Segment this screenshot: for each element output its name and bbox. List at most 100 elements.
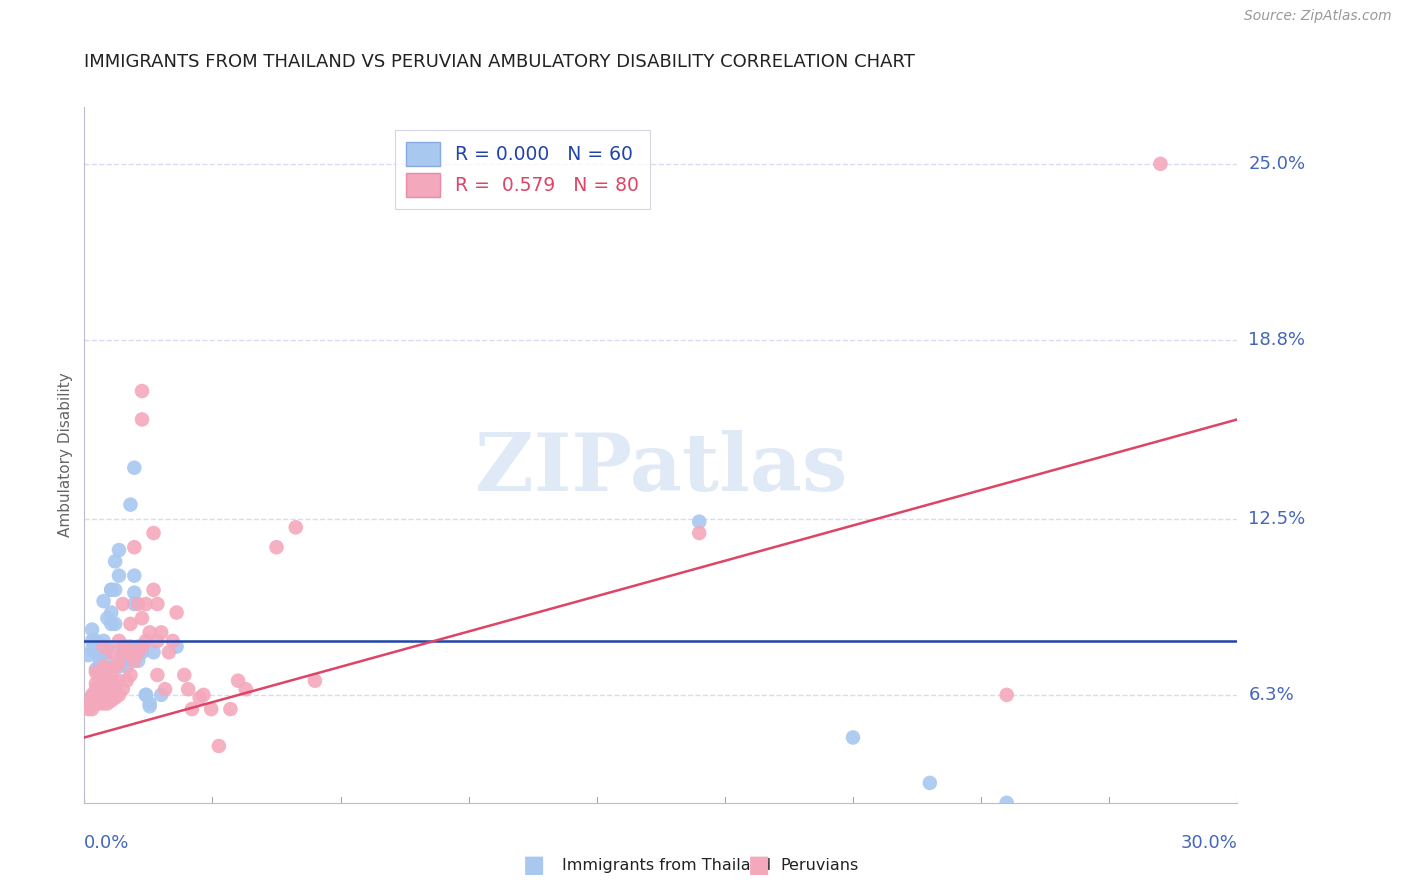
Point (84, 676, 107, 690)
Point (120, 645, 142, 659)
Text: 6.3%: 6.3% (1249, 686, 1294, 704)
Point (153, 682, 176, 697)
Text: 0.0%: 0.0% (84, 834, 129, 852)
Text: 18.8%: 18.8% (1249, 331, 1305, 349)
Point (96, 640, 118, 654)
Point (138, 625, 160, 640)
Point (108, 657, 131, 671)
Point (124, 540, 146, 554)
Point (93, 679, 115, 693)
Point (142, 582, 165, 597)
Point (208, 739, 231, 753)
Point (135, 634, 157, 648)
Point (108, 568, 131, 582)
Point (104, 659, 127, 673)
Point (111, 651, 134, 665)
Text: Source: ZipAtlas.com: Source: ZipAtlas.com (1244, 9, 1392, 23)
Point (89, 668, 111, 682)
Point (80, 634, 103, 648)
Text: Immigrants from Thailand: Immigrants from Thailand (562, 858, 772, 872)
Point (84, 645, 107, 659)
Point (127, 645, 149, 659)
Point (120, 640, 142, 654)
Point (89, 682, 111, 697)
Point (96, 654, 118, 668)
Point (127, 654, 149, 668)
Text: 12.5%: 12.5% (1249, 510, 1306, 528)
Point (104, 679, 127, 693)
Point (100, 582, 122, 597)
Point (219, 702, 242, 716)
Point (1149, 157, 1171, 171)
Point (135, 688, 157, 702)
Point (284, 520, 307, 534)
Point (235, 682, 257, 697)
Point (104, 554, 127, 568)
Point (93, 640, 115, 654)
Point (108, 543, 131, 558)
Point (120, 651, 142, 665)
Point (96, 697, 118, 711)
Point (138, 697, 160, 711)
Point (135, 688, 157, 702)
Point (688, 515, 710, 529)
Point (111, 682, 134, 697)
Point (84, 682, 107, 697)
Point (89, 673, 111, 688)
Point (77, 697, 100, 711)
Point (138, 699, 160, 714)
Point (77, 702, 100, 716)
Point (115, 640, 138, 654)
Point (100, 693, 122, 707)
Point (93, 645, 115, 659)
Point (146, 634, 169, 648)
Point (177, 682, 200, 697)
Point (181, 702, 204, 716)
Point (96, 688, 118, 702)
Point (115, 645, 138, 659)
Text: Peruvians: Peruvians (780, 858, 859, 872)
Point (115, 659, 138, 673)
Point (150, 625, 173, 640)
Point (100, 582, 122, 597)
Point (120, 498, 142, 512)
Point (89, 659, 111, 673)
Point (100, 671, 122, 685)
Point (266, 540, 288, 554)
Point (918, 776, 941, 790)
Text: ZIPatlas: ZIPatlas (475, 430, 846, 508)
Point (142, 645, 165, 659)
Point (135, 597, 157, 611)
Point (173, 668, 195, 682)
Point (100, 616, 122, 631)
Point (100, 606, 122, 620)
Point (188, 690, 211, 705)
Point (162, 634, 184, 648)
Point (100, 645, 122, 659)
Point (115, 673, 138, 688)
Point (111, 645, 134, 659)
Point (84, 665, 107, 680)
Point (157, 645, 180, 659)
Legend: R = 0.000   N = 60, R =  0.579   N = 80: R = 0.000 N = 60, R = 0.579 N = 80 (395, 130, 650, 209)
Point (150, 688, 173, 702)
Point (146, 668, 169, 682)
Point (108, 673, 131, 688)
Point (80, 697, 103, 711)
Point (96, 662, 118, 676)
Point (115, 654, 138, 668)
Text: 30.0%: 30.0% (1181, 834, 1237, 852)
Point (80, 690, 103, 705)
Point (93, 688, 115, 702)
Point (84, 634, 107, 648)
Point (146, 597, 169, 611)
Point (131, 611, 153, 625)
Point (193, 688, 215, 702)
Point (89, 697, 111, 711)
Point (108, 634, 131, 648)
Point (127, 645, 149, 659)
Point (120, 642, 142, 657)
Point (124, 568, 146, 582)
Point (124, 597, 146, 611)
Point (80, 642, 103, 657)
